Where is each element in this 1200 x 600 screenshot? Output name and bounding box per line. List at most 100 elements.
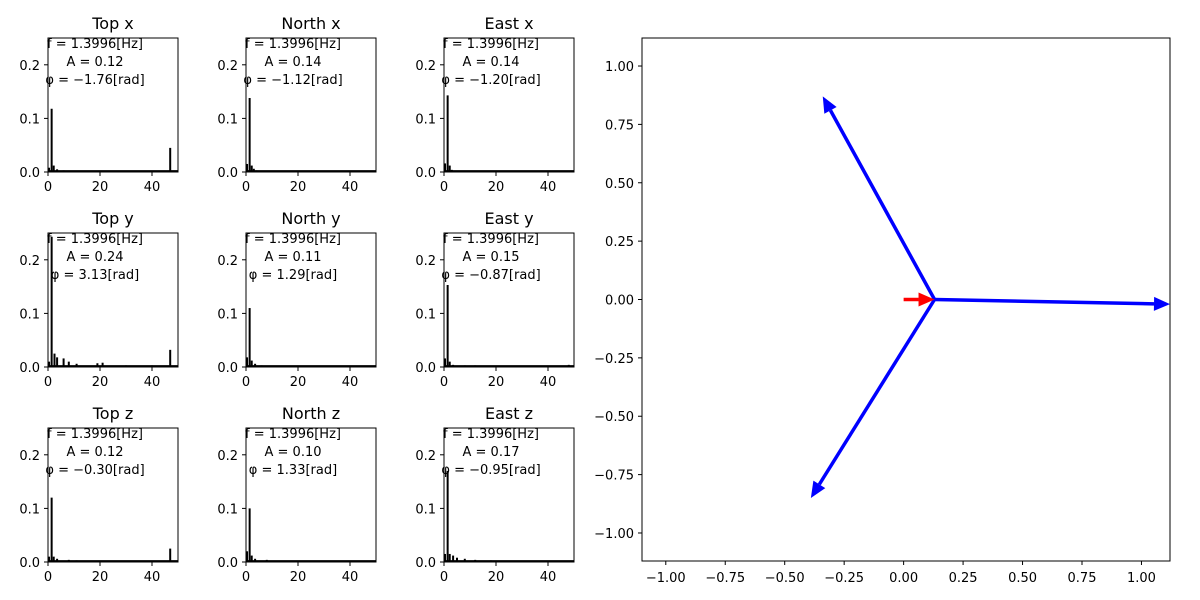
x-tick-label: 40 bbox=[540, 375, 557, 390]
y-tick-label: 0.2 bbox=[19, 59, 40, 74]
arrow-shaft bbox=[828, 109, 937, 301]
axes-frame bbox=[443, 37, 575, 173]
peak-annotation: A = 0.14 bbox=[463, 55, 520, 70]
subplot-title: East x bbox=[484, 14, 533, 33]
subplot-title: East z bbox=[485, 404, 533, 423]
y-tick-label: 0.1 bbox=[19, 307, 40, 322]
y-tick-label: 0.0 bbox=[415, 361, 436, 376]
x-tick-label: 0 bbox=[44, 570, 52, 585]
peak-annotation: f = 1.3996[Hz] bbox=[443, 37, 539, 52]
peak-annotation: φ = −1.20[rad] bbox=[441, 73, 540, 88]
arrow-head bbox=[810, 480, 826, 498]
y-tick-label: 0.0 bbox=[217, 361, 238, 376]
x-tick-label: 20 bbox=[290, 180, 307, 195]
axes-frame bbox=[443, 427, 575, 563]
peak-annotation: A = 0.12 bbox=[67, 55, 124, 70]
y-tick-label: 0.0 bbox=[217, 166, 238, 181]
x-tick-label: 20 bbox=[290, 375, 307, 390]
axes-frame bbox=[47, 427, 179, 563]
y-tick-label: 0.2 bbox=[19, 449, 40, 464]
y-tick-label: −0.75 bbox=[594, 469, 634, 484]
peak-annotation: A = 0.11 bbox=[265, 250, 322, 265]
peak-annotation: φ = −0.30[rad] bbox=[45, 463, 144, 478]
spectrum-subplot: 0 20 40 0.0 0.1 0.2 North z f = 1.3996[Hz] A = 0… bbox=[217, 404, 377, 585]
x-tick-label: 40 bbox=[540, 570, 557, 585]
spectrum-subplot: 0 20 40 0.0 0.1 0.2 Top y f = 1.3996[Hz] A = 0.2… bbox=[19, 209, 179, 390]
axes-frame bbox=[443, 232, 575, 368]
x-tick-label: 0 bbox=[242, 570, 250, 585]
y-tick-label: 0.0 bbox=[217, 556, 238, 571]
y-tick-label: 0.0 bbox=[415, 166, 436, 181]
subplot-title: East y bbox=[484, 209, 533, 228]
peak-annotation: φ = −1.76[rad] bbox=[45, 73, 144, 88]
x-tick-label: 40 bbox=[540, 180, 557, 195]
spectrum-subplot: 0 20 40 0.0 0.1 0.2 East x f = 1.3996[Hz] A = 0.… bbox=[415, 14, 575, 195]
y-tick-label: 0.2 bbox=[217, 449, 238, 464]
spectrum-subplot: 0 20 40 0.0 0.1 0.2 North x f = 1.3996[Hz] A = 0… bbox=[217, 14, 377, 195]
x-tick-label: 0 bbox=[242, 375, 250, 390]
phasor-arrow bbox=[822, 96, 937, 301]
spectrum-subplot: 0 20 40 0.0 0.1 0.2 North y f = 1.3996[Hz] A = 0… bbox=[217, 209, 377, 390]
y-tick-label: 0.25 bbox=[605, 235, 634, 250]
x-tick-label: 40 bbox=[144, 570, 161, 585]
phasor-arrow bbox=[810, 298, 937, 498]
peak-annotation: f = 1.3996[Hz] bbox=[245, 427, 341, 442]
subplots-layer: 0 20 40 0.0 0.1 0.2 Top x f = 1.3996[Hz] A = 0.1… bbox=[19, 14, 1171, 586]
phasor-arrow-resultant bbox=[903, 292, 935, 307]
subplot-title: North z bbox=[282, 404, 340, 423]
x-tick-label: 20 bbox=[488, 570, 505, 585]
x-tick-label: 20 bbox=[488, 180, 505, 195]
x-tick-label: 0 bbox=[44, 375, 52, 390]
y-tick-label: −1.00 bbox=[594, 527, 634, 542]
phasor-subplot: −1.00 −0.75 −0.50 −0.25 0.00 0.25 0.50 0.75 1.00… bbox=[594, 37, 1171, 586]
x-tick-label: 0.00 bbox=[889, 571, 918, 586]
arrow-shaft bbox=[817, 298, 937, 486]
x-tick-label: 20 bbox=[92, 180, 109, 195]
peak-annotation: A = 0.24 bbox=[67, 250, 124, 265]
y-tick-label: 0.1 bbox=[217, 502, 238, 517]
axes-frame bbox=[47, 232, 179, 368]
subplot-title: Top y bbox=[91, 209, 134, 228]
axes-frame bbox=[245, 232, 377, 368]
x-tick-label: 40 bbox=[342, 180, 359, 195]
peak-annotation: φ = 1.29[rad] bbox=[249, 268, 337, 283]
y-tick-label: 0.1 bbox=[415, 112, 436, 127]
x-tick-label: 20 bbox=[92, 570, 109, 585]
x-tick-label: 20 bbox=[290, 570, 307, 585]
y-tick-label: 0.1 bbox=[19, 112, 40, 127]
arrow-head bbox=[822, 96, 837, 114]
axes-frame bbox=[245, 37, 377, 173]
x-tick-label: 40 bbox=[342, 570, 359, 585]
x-tick-label: 20 bbox=[92, 375, 109, 390]
peak-annotation: A = 0.14 bbox=[265, 55, 322, 70]
y-tick-label: 0.1 bbox=[19, 502, 40, 517]
x-tick-label: 0 bbox=[440, 570, 448, 585]
x-tick-label: 40 bbox=[144, 375, 161, 390]
peak-annotation: A = 0.15 bbox=[463, 250, 520, 265]
y-tick-label: 0.1 bbox=[415, 502, 436, 517]
x-tick-label: −0.75 bbox=[705, 571, 745, 586]
y-tick-label: 0.0 bbox=[415, 556, 436, 571]
arrow-shaft bbox=[934, 297, 1155, 306]
x-tick-label: 0 bbox=[440, 180, 448, 195]
y-tick-label: 0.2 bbox=[217, 59, 238, 74]
x-tick-label: 0 bbox=[440, 375, 448, 390]
subplot-title: Top z bbox=[92, 404, 133, 423]
peak-annotation: A = 0.10 bbox=[265, 445, 322, 460]
x-tick-label: 0.50 bbox=[1008, 571, 1037, 586]
x-tick-label: 40 bbox=[342, 375, 359, 390]
y-tick-label: 0.50 bbox=[605, 177, 634, 192]
peak-annotation: f = 1.3996[Hz] bbox=[443, 427, 539, 442]
y-tick-label: 0.2 bbox=[415, 449, 436, 464]
x-tick-label: 40 bbox=[144, 180, 161, 195]
peak-annotation: φ = 1.33[rad] bbox=[249, 463, 337, 478]
peak-annotation: φ = −1.12[rad] bbox=[243, 73, 342, 88]
y-tick-label: 1.00 bbox=[605, 60, 634, 75]
x-tick-label: 20 bbox=[488, 375, 505, 390]
y-tick-label: 0.75 bbox=[605, 118, 634, 133]
peak-annotation: f = 1.3996[Hz] bbox=[443, 232, 539, 247]
y-tick-label: 0.0 bbox=[19, 361, 40, 376]
peak-annotation: φ = −0.87[rad] bbox=[441, 268, 540, 283]
arrow-head bbox=[918, 292, 935, 307]
